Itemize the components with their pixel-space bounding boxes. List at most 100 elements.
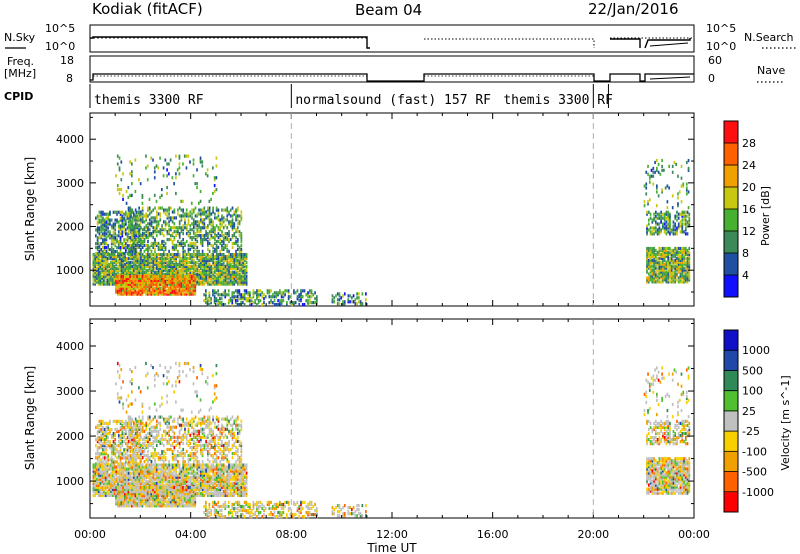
power-cell [94,282,96,286]
power-cell [194,234,197,238]
power-cell [212,226,214,230]
power-cell [236,264,239,268]
power-cell [191,254,193,259]
power-cell [307,295,309,299]
velocity-cell [177,465,179,469]
power-cell [201,282,204,286]
power-cell [164,292,167,296]
power-cell [98,246,101,250]
velocity-cell [140,467,142,471]
velocity-cell [96,483,98,487]
power-cell [139,278,142,282]
power-cell [679,266,682,270]
power-cell [159,276,162,280]
power-cell [210,243,213,248]
power-cell [134,243,137,248]
power-cell [663,276,666,280]
power-cell [155,241,158,246]
velocity-cell [103,467,105,471]
power-cell [221,216,223,220]
power-cell [220,303,223,307]
power-cell [300,299,302,303]
power-cell [240,274,243,278]
power-cell [133,247,135,251]
power-cell [101,254,104,259]
power-cell [310,295,313,299]
power-cell [201,160,204,164]
power-cell [203,234,206,238]
power-cell [658,212,661,216]
velocity-cell [159,483,162,487]
power-cell [152,278,154,282]
power-cell [215,243,218,248]
power-cell [679,212,682,216]
power-cell [224,256,227,261]
power-cell [122,272,125,276]
power-cell [661,190,663,194]
power-cell [655,204,658,208]
power-cell [217,268,220,272]
power-cell [651,258,654,262]
power-cell [115,284,117,288]
power-cell [187,274,190,279]
power-cell [662,224,664,228]
velocity-cell [201,473,204,477]
velocity-cell [238,477,241,481]
power-cell [660,254,662,258]
power-cell [103,228,106,232]
power-cell [154,243,156,248]
power-cell [199,256,202,261]
power-cell [178,288,181,292]
power-cell [224,276,227,280]
power-cell [126,246,129,250]
power-cell [280,299,283,303]
power-cell [164,272,167,276]
cpid-segment-label: themis 3300 RF [94,93,204,108]
power-cell [231,234,234,238]
power-cell [293,289,295,293]
power-cell [160,276,163,281]
power-cell [175,264,177,268]
power-cell [104,256,107,261]
power-cell [124,249,127,254]
power-cell [134,278,137,282]
power-cell [147,270,149,274]
power-cell [134,268,137,272]
velocity-cell [154,469,156,473]
velocity-cell [171,477,174,481]
power-cell [170,226,172,230]
power-cell [157,274,160,279]
power-cell [159,232,162,236]
power-cell [215,206,218,210]
velocity-cell [133,479,135,483]
power-cell [103,258,105,263]
velocity-cell [96,465,98,469]
power-cell [101,256,104,261]
velocity-cell [159,471,162,475]
power-cell [249,301,251,305]
nsky-label: N.Sky [4,31,36,44]
power-cell [189,241,192,246]
power-cell [103,276,105,280]
power-cell [129,210,132,214]
power-cell [107,244,110,248]
power-cell [127,260,130,265]
power-cell [277,293,279,297]
power-cell [222,291,225,295]
velocity-cell [134,483,137,487]
power-cell [238,245,241,249]
power-cell [182,268,185,272]
power-cell [97,264,100,268]
power-cell [196,266,199,270]
power-cell [194,288,197,292]
power-cell [164,228,167,232]
power-cell [236,289,239,293]
velocity-cell [205,475,207,479]
power-cell [661,188,663,192]
power-cell [139,290,142,294]
velocity-cell [217,493,220,498]
power-cell [168,290,170,294]
velocity-cell [99,483,102,487]
power-cell [649,230,652,234]
power-cell [226,210,229,214]
